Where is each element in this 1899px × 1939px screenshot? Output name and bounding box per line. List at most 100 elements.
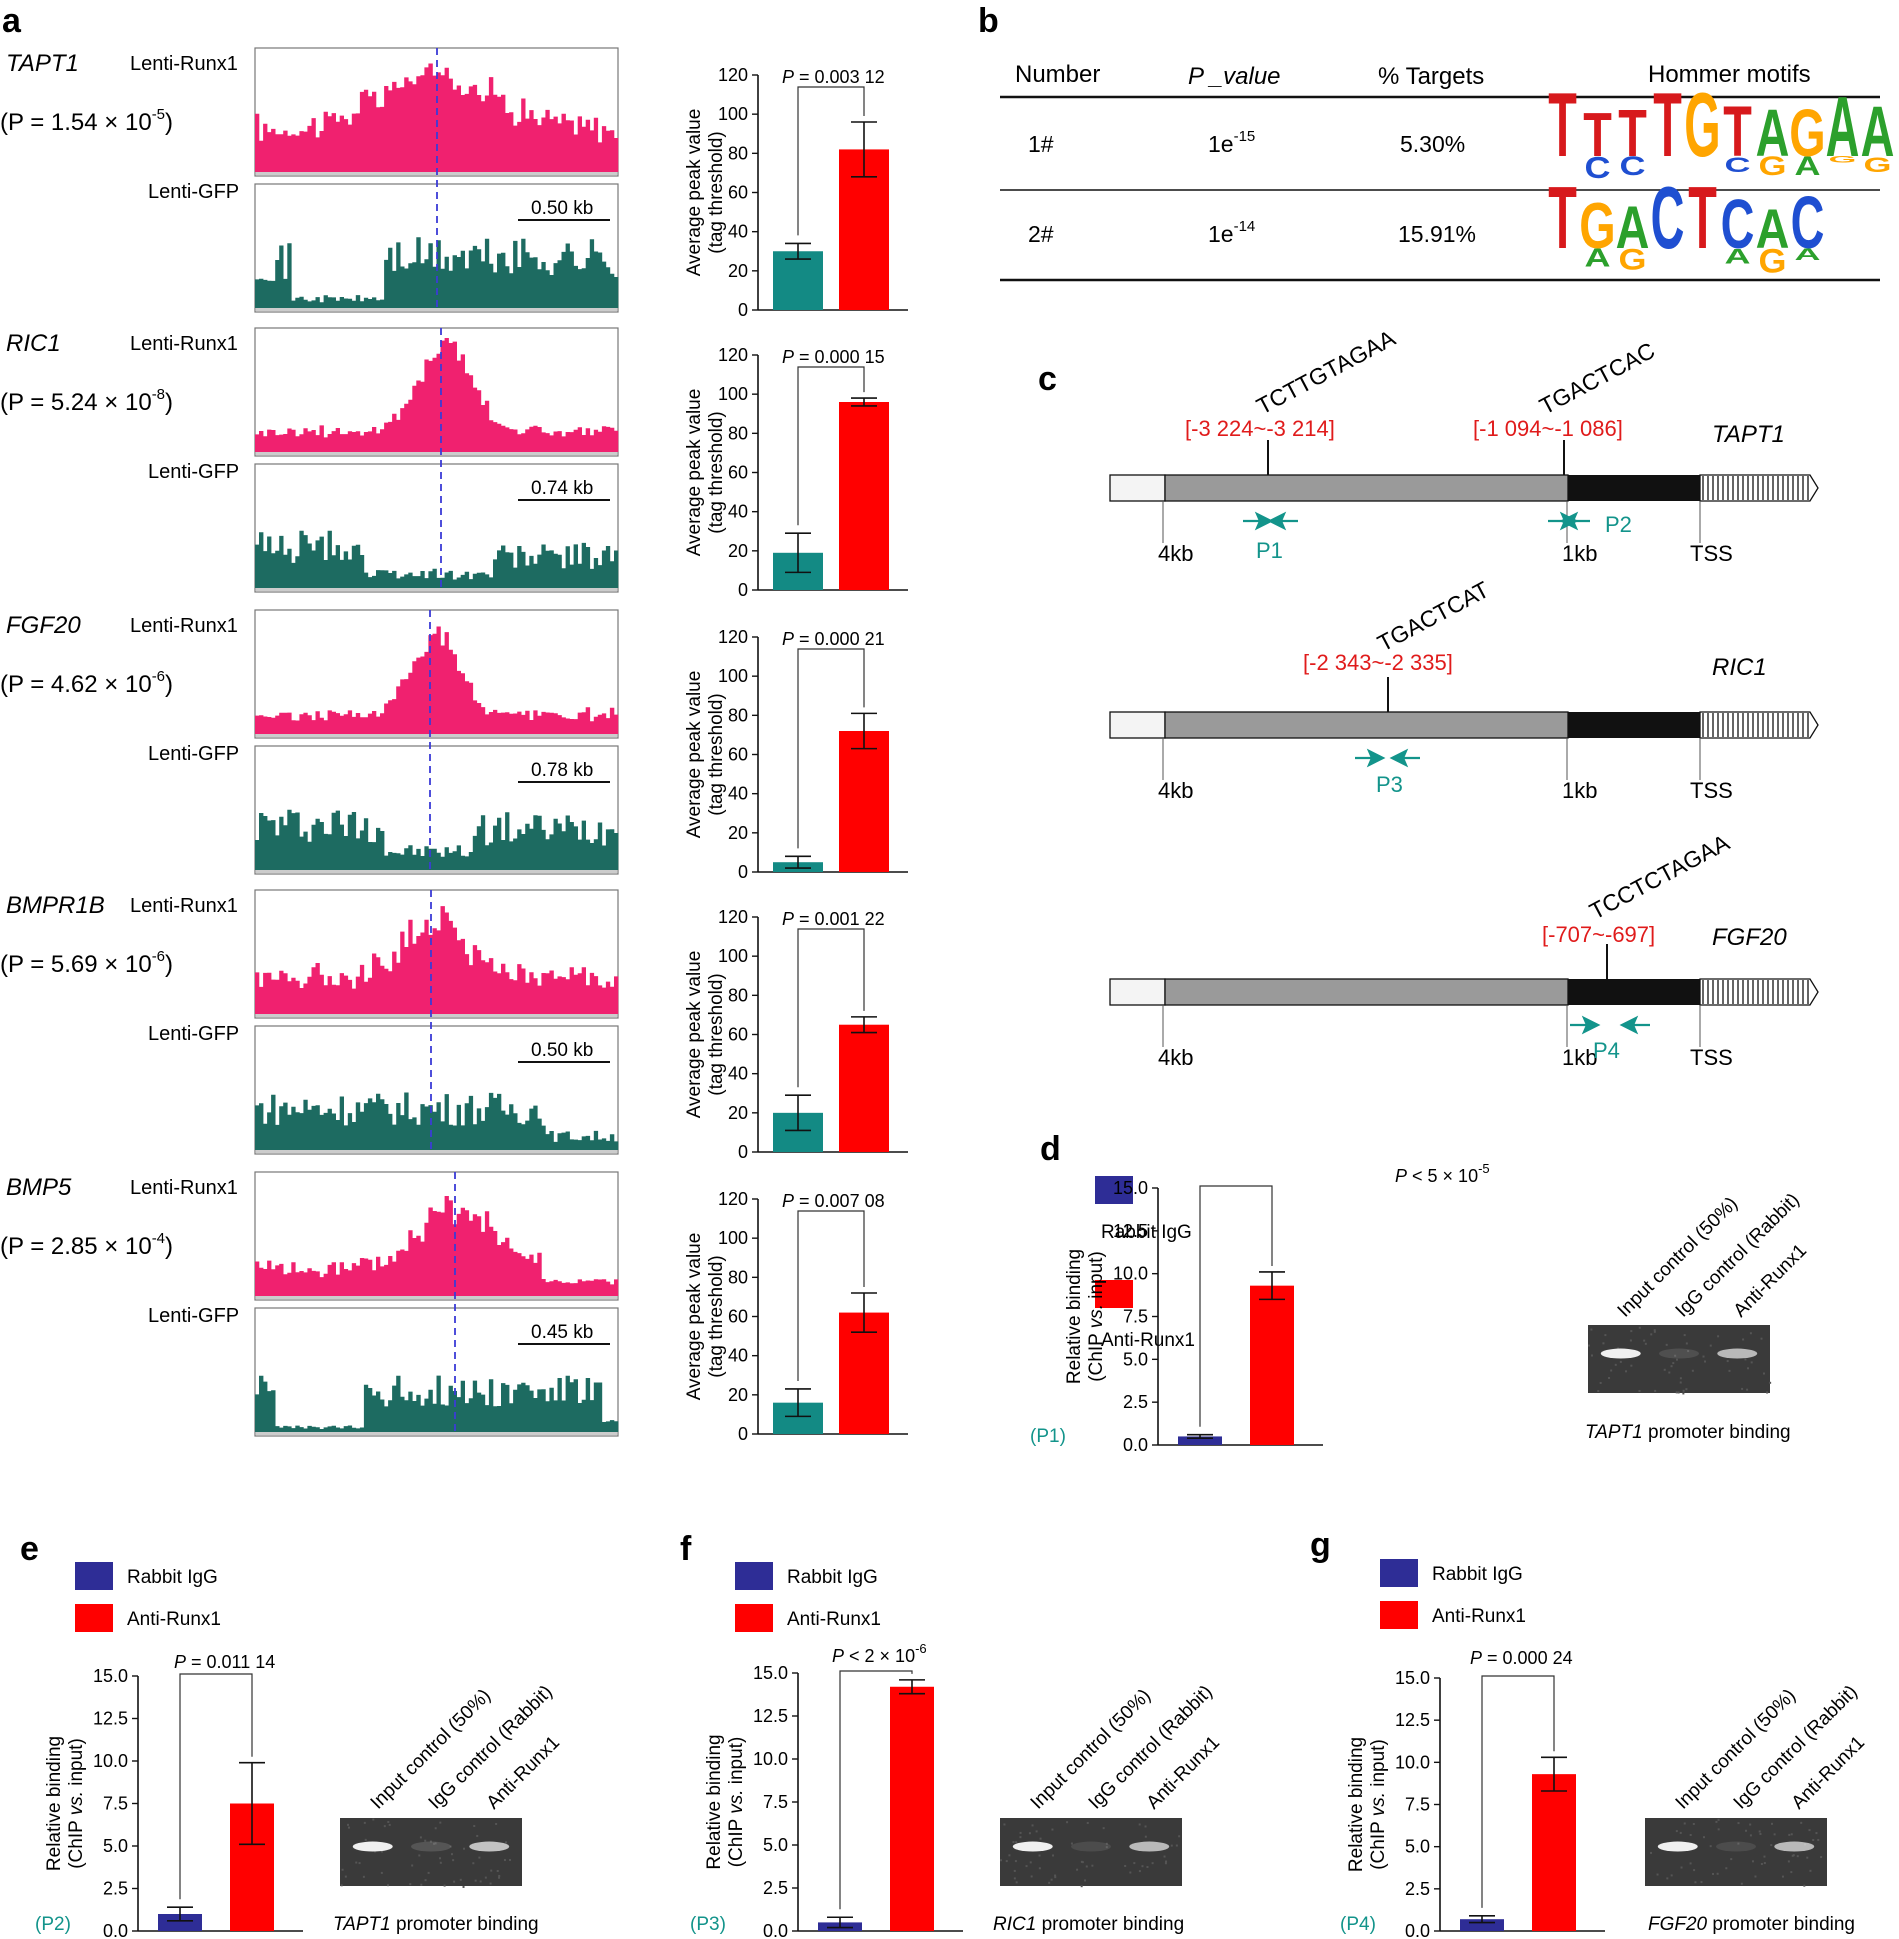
error-bar — [785, 532, 811, 574]
significance-bracket — [797, 366, 865, 526]
bar-igg — [1460, 1919, 1504, 1931]
primer-label: (P1) — [1030, 1426, 1066, 1447]
error-bar — [1187, 1433, 1213, 1439]
motif-letter-minor: A — [1795, 245, 1821, 264]
y-tick-label: 20 — [728, 1385, 748, 1405]
gene-name: BMPR1B — [6, 892, 105, 919]
legend-swatch-igg — [735, 1562, 773, 1590]
significance-bracket — [797, 928, 865, 1088]
panel-a: TAPT1 (P = 1.54 × 10-5) Lenti-Runx1 Lenti-G… — [0, 47, 908, 1444]
y-tick-label: 12.5 — [1395, 1710, 1430, 1730]
track-group-bmpr1b: BMPR1B (P = 5.69 × 10-6) Lenti-Runx1 Lenti-… — [0, 889, 908, 1162]
gel-caption: TAPT1 promoter binding — [333, 1914, 539, 1935]
gene-pvalue: (P = 4.62 × 10-6) — [0, 668, 173, 698]
y-tick-label: 20 — [728, 261, 748, 281]
y-tick-label: 120 — [718, 627, 748, 647]
primer-label: (P4) — [1340, 1914, 1376, 1935]
gel-background — [1000, 1818, 1182, 1886]
runx1-signal — [255, 63, 619, 172]
legend-swatch-runx1 — [75, 1604, 113, 1632]
gel-background — [1645, 1818, 1827, 1886]
primer-label: P1 — [1256, 538, 1283, 563]
gel-band — [1774, 1841, 1815, 1852]
significance-label: P = 0.000 21 — [782, 629, 885, 649]
error-bar — [851, 1016, 877, 1034]
y-tick-label: 100 — [718, 666, 748, 686]
y-tick-label: 100 — [718, 1228, 748, 1248]
motif-letter: A — [1826, 78, 1860, 175]
y-tick-label: 100 — [718, 384, 748, 404]
y-tick-label: 5.0 — [103, 1836, 128, 1856]
row1-targets: 5.30% — [1400, 131, 1465, 157]
position-label: TSS — [1690, 778, 1733, 803]
y-axis-label: Average peak value(tag threshold) — [684, 671, 727, 839]
y-tick-label: 60 — [728, 463, 748, 483]
promoter-map-fgf20: FGF20 4kb 1kb TSS TCCTCTAGAA[-707~-697] P4 — [1109, 829, 1819, 1070]
primer-label: (P3) — [690, 1914, 726, 1935]
significance-label: P = 0.000 24 — [1470, 1648, 1573, 1668]
primer-pair: P1 — [1243, 511, 1298, 563]
position-label: TSS — [1690, 1045, 1733, 1070]
significance-bracket — [1199, 1185, 1273, 1427]
binding-site-sequence: TCCTCTAGAA — [1585, 829, 1734, 925]
y-tick-label: 80 — [728, 423, 748, 443]
header-number: Number — [1015, 61, 1100, 88]
position-label: TSS — [1690, 541, 1733, 566]
promoter-region — [1164, 474, 1569, 502]
motif-letter-minor: G — [1829, 154, 1857, 164]
row2-targets: 15.91% — [1398, 221, 1476, 247]
error-bar — [851, 397, 877, 407]
chip-panel-f: Rabbit IgG Anti-Runx1 0.0 2.5 5.0 7.5 10.0 12.5… — [690, 1562, 1224, 1939]
row1-pval: 1e-15 — [1208, 128, 1255, 157]
promoter-map-tapt1: TAPT1 4kb 1kb TSS TCTTGTAGAA[-3 224~-3 214] T… — [1109, 324, 1819, 566]
motif-letter-minor: G — [1863, 153, 1891, 177]
y-tick-label: 2.5 — [1123, 1392, 1148, 1412]
gfp-signal — [255, 237, 619, 308]
gene-pvalue: (P = 5.24 × 10-8) — [0, 386, 173, 416]
gel-band — [1600, 1348, 1641, 1359]
motif-letter-minor: C — [1725, 153, 1751, 177]
panel-label-b: b — [978, 2, 999, 40]
legend-label-igg: Rabbit IgG — [127, 1567, 218, 1588]
gel-band — [1716, 1841, 1756, 1852]
scale-bar-label: 0.78 kb — [531, 760, 593, 781]
significance-label: P = 0.003 12 — [782, 67, 885, 87]
y-tick-label: 80 — [728, 985, 748, 1005]
gel-band — [1659, 1348, 1699, 1359]
y-tick-label: 0 — [738, 862, 748, 882]
y-tick-label: 0 — [738, 580, 748, 600]
gfp-track-label: Lenti-GFP — [148, 181, 239, 203]
motif-letter: G — [1789, 97, 1825, 171]
significance-bracket — [797, 1210, 865, 1381]
gel-band — [1012, 1841, 1053, 1852]
motif-letter: A — [1861, 91, 1895, 171]
gene-name: BMP5 — [6, 1174, 72, 1201]
error-bar — [167, 1906, 193, 1922]
significance-bracket — [179, 1673, 253, 1900]
peak-bar-chart-ric1: 0 20 40 60 80 100 120 Average peak value(tag th… — [684, 345, 908, 600]
bar-runx1 — [1532, 1774, 1576, 1931]
error-bar — [851, 121, 877, 178]
y-tick-label: 12.5 — [93, 1709, 128, 1729]
gene-pvalue: (P = 1.54 × 10-5) — [0, 106, 173, 136]
y-axis-label: Relative binding(ChIP vs. input) — [1346, 1737, 1389, 1872]
error-bar — [785, 242, 811, 260]
y-tick-label: 15.0 — [1113, 1178, 1148, 1198]
legend: Rabbit IgG Anti-Runx1 — [1380, 1559, 1526, 1629]
gfp-signal — [255, 1092, 619, 1150]
motif-letter: T — [1548, 76, 1577, 177]
gel-caption: RIC1 promoter binding — [993, 1914, 1184, 1935]
peak-bar-chart-bmpr1b: 0 20 40 60 80 100 120 Average peak value(tag th… — [684, 907, 908, 1162]
motif-letter: G — [1579, 190, 1615, 262]
gfp-track-label: Lenti-GFP — [148, 1305, 239, 1327]
promoter-region — [1164, 711, 1569, 739]
error-bar — [1259, 1271, 1285, 1301]
motif-letter: T — [1723, 91, 1752, 171]
legend-label-runx1: Anti-Runx1 — [787, 1609, 881, 1630]
legend: Rabbit IgG Anti-Runx1 — [1095, 1176, 1195, 1351]
position-label: 1kb — [1562, 1045, 1597, 1070]
motif-logo-1: T TC TC T G TC AG GA AG AG — [1548, 76, 1894, 186]
distal-region — [1109, 474, 1166, 502]
y-tick-label: 5.0 — [763, 1835, 788, 1855]
